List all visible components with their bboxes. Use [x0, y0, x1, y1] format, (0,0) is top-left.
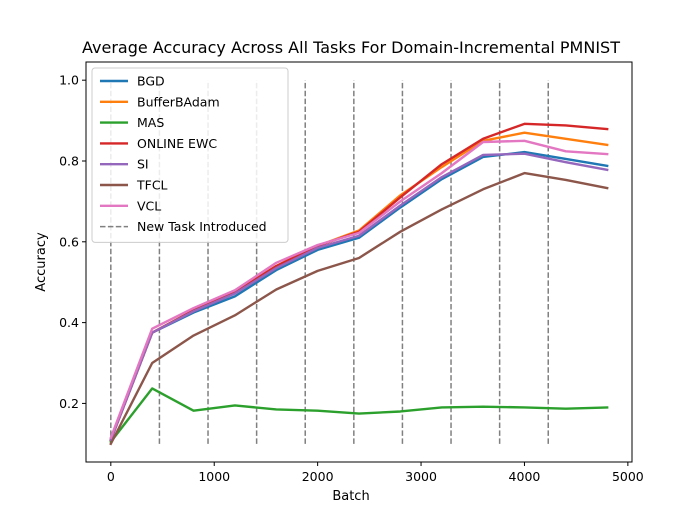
- legend-label-new-task-introduced: New Task Introduced: [137, 219, 267, 234]
- x-axis-label: Batch: [332, 489, 369, 504]
- x-tick-label: 1000: [198, 469, 230, 484]
- series-lines: [109, 122, 609, 446]
- x-tick-label: 0: [107, 469, 115, 484]
- legend-label-bgd: BGD: [137, 74, 165, 89]
- x-tick-label: 4000: [509, 469, 541, 484]
- legend-label-si: SI: [137, 157, 149, 172]
- y-tick-label: 0.6: [59, 234, 79, 249]
- series-line-vcl: [109, 139, 609, 440]
- y-tick-label: 0.2: [59, 396, 79, 411]
- x-tick-label: 2000: [302, 469, 334, 484]
- y-axis-label: Accuracy: [34, 232, 49, 292]
- series-line-si: [109, 152, 609, 442]
- legend-label-bufferbadam: BufferBAdam: [137, 94, 220, 109]
- y-tick-label: 0.4: [59, 315, 79, 330]
- y-tick-label: 0.8: [59, 153, 79, 168]
- legend: BGD BufferBAdam MAS ONLINE EWC SI TFCL VCL New …: [91, 67, 289, 243]
- legend-label-tfcl: TFCL: [136, 178, 168, 193]
- x-tick-label: 3000: [405, 469, 437, 484]
- legend-box: [91, 67, 289, 243]
- legend-label-mas: MAS: [137, 115, 164, 130]
- chart-title: Average Accuracy Across All Tasks For Do…: [82, 38, 620, 57]
- series-line-tfcl: [109, 171, 609, 446]
- y-tick-label: 1.0: [59, 73, 79, 88]
- y-axis-ticks: 0.2 0.4 0.6 0.8 1.0: [59, 73, 86, 411]
- legend-label-online-ewc: ONLINE EWC: [137, 136, 217, 151]
- series-line-mas: [109, 387, 609, 444]
- x-tick-label: 5000: [612, 469, 644, 484]
- legend-label-vcl: VCL: [137, 198, 161, 213]
- plot-frame: [85, 61, 633, 463]
- x-axis-ticks: 0 1000 2000 3000 4000 5000: [107, 462, 644, 484]
